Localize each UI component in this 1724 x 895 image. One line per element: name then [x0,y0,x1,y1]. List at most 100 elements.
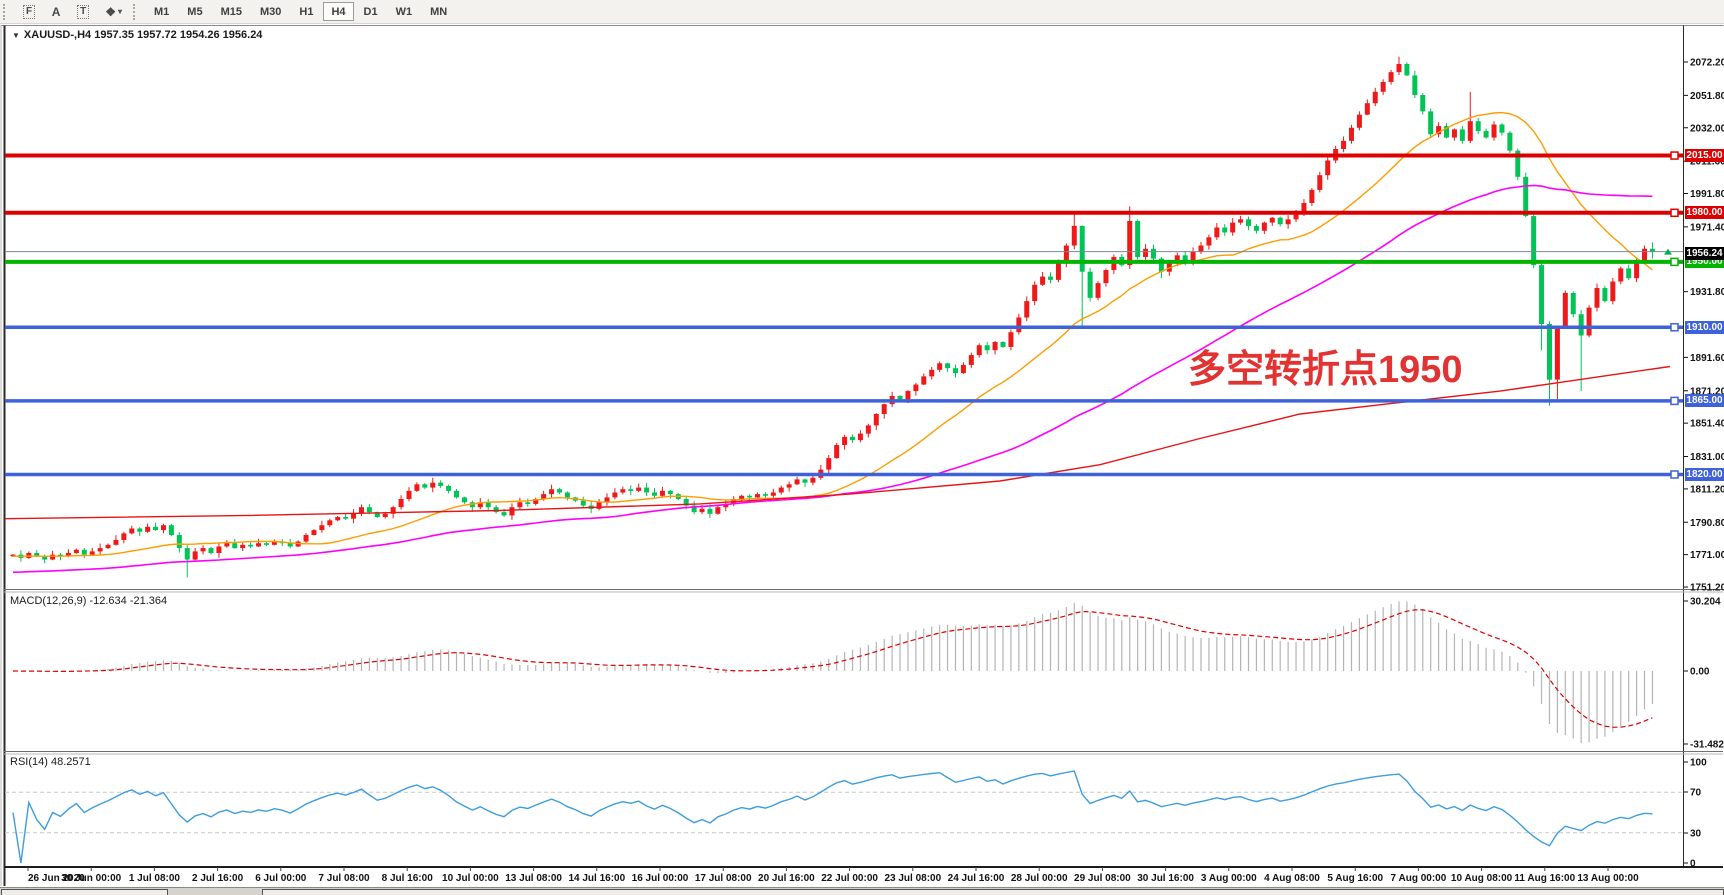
time-axis-label: 13 Jul 08:00 [505,873,562,884]
candle-body [968,355,974,365]
arrow-label-tool-button[interactable]: A [44,2,68,21]
candle-body [1150,248,1156,259]
time-axis-label: 10 Jul 00:00 [442,873,499,884]
candle-body [406,490,412,500]
candle-body [319,525,325,531]
annotation-text[interactable]: 多空转折点1950 [1188,349,1463,391]
candle-body [1436,126,1442,135]
candle-body [580,500,586,506]
candle-body [65,553,71,557]
line-handle[interactable] [1670,257,1679,267]
candle-body [865,425,871,434]
macd-axis-label: 30.204 [1690,597,1721,608]
candle-body [1412,75,1418,96]
docked-panel-edge [0,887,1724,895]
candle-body [992,342,998,351]
candle-body [34,553,40,557]
current-price-tag: 1956.24 [1685,247,1724,261]
candle-body [1071,225,1077,246]
candle-body [335,517,341,521]
macd-indicator-label: MACD(12,26,9) -12.634 -21.364 [10,595,168,607]
candle-body [1539,265,1545,325]
candle-body [454,490,460,498]
candle-body [754,494,760,498]
time-axis-label: 24 Jul 16:00 [948,873,1005,884]
price-axis-label: 1831.00 [1690,452,1724,463]
timeframe-button-w1[interactable]: W1 [388,2,421,21]
candle-body [1602,288,1608,302]
candle-body [620,489,626,493]
candle-body [881,404,887,414]
timeframe-button-m1[interactable]: M1 [146,2,177,21]
candle-body [715,507,721,514]
docked-panel-segment [262,889,1724,895]
candle-body [311,530,317,536]
candle-body [1325,160,1331,176]
candle-body [1261,222,1267,231]
candle-body [937,363,943,370]
text-tool-button[interactable]: T [70,2,96,21]
candle-body [1269,217,1275,223]
candle-body [1451,129,1457,138]
candle-body [113,539,119,545]
candle-body [184,548,190,560]
candle-body [1523,176,1529,217]
candle-body [42,556,48,560]
toolbar-grip-icon[interactable] [133,3,142,20]
time-axis-label: 4 Aug 08:00 [1264,873,1320,884]
grid-frame-tool-button[interactable]: F [16,2,42,21]
candle-body [1356,114,1362,128]
price-axis[interactable]: 2072.20 2051.80 2032.00 2011.60 1991.80 1971.… [1684,58,1724,870]
price-axis-label: 1891.60 [1690,353,1724,364]
candle-body [73,549,79,554]
candle-body [1428,111,1434,135]
dropdown-caret-icon[interactable]: ▾ [117,7,122,16]
candle-body [263,543,269,545]
timeframe-button-m5[interactable]: M5 [179,2,210,21]
candle-body [612,492,618,498]
candle-body [1206,237,1212,246]
candle-body [802,479,808,483]
candle-body [89,551,95,555]
candle-body [1610,281,1616,302]
timeframe-button-mn[interactable]: MN [422,2,455,21]
collapse-icon[interactable]: ▼ [12,31,20,40]
macd-panel[interactable] [12,601,1654,743]
timeframe-button-h4[interactable]: H4 [323,2,354,21]
toolbar-grip-icon[interactable] [3,3,12,20]
candle-body [97,548,103,552]
candle-body [168,525,174,536]
candle-body [1048,276,1054,280]
candle-body [556,489,562,493]
candle-body [533,499,539,504]
candle-body [541,494,547,500]
line-handle[interactable] [1670,470,1679,479]
objects-tool-button[interactable]: ❖ ▾ [98,2,129,21]
line-handle[interactable] [1670,396,1679,406]
timeframe-button-h1[interactable]: H1 [291,2,321,21]
line-handle[interactable] [1670,208,1679,218]
line-price-tag: 1865.00 [1685,394,1724,408]
candle-body [945,363,951,369]
candles-layer [10,56,1655,578]
rsi-panel[interactable] [5,770,1683,864]
timeframe-button-m15[interactable]: M15 [213,2,250,21]
fast-ma-line [12,111,1653,558]
candle-body [390,507,396,514]
candle-body [1341,140,1347,150]
timeframe-button-d1[interactable]: D1 [356,2,386,21]
candle-body [1293,212,1299,220]
candle-body [691,505,697,513]
candle-body [216,546,222,554]
line-handle[interactable] [1670,151,1679,160]
candle-body [549,489,555,495]
timeframe-button-m30[interactable]: M30 [252,2,289,21]
candle-body [960,364,966,374]
line-handle[interactable] [1670,323,1679,332]
candle-body [1253,225,1259,231]
candle-body [905,391,911,400]
candle-body [1546,324,1552,380]
